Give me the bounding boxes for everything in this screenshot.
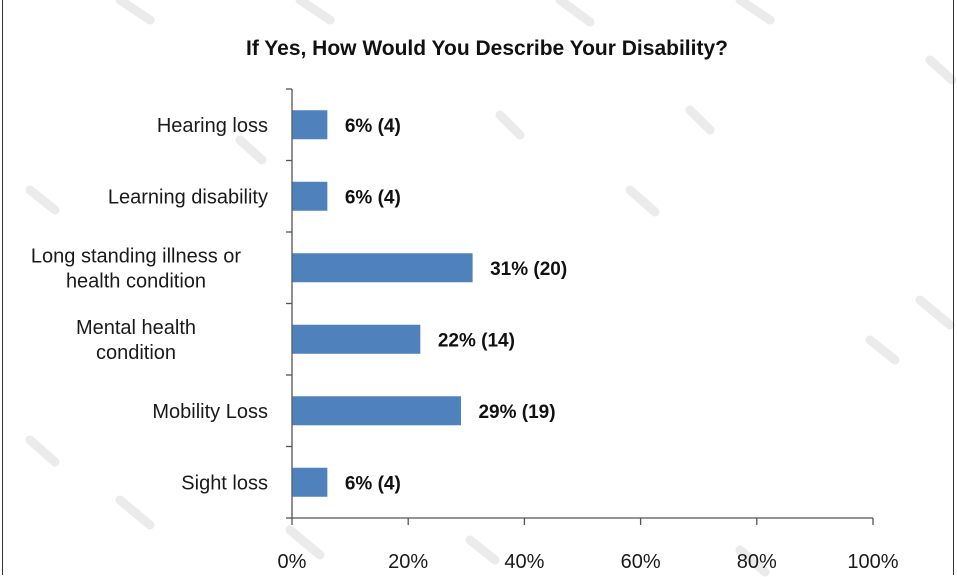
data-label: 29% (19) <box>478 402 555 423</box>
bar <box>292 324 421 354</box>
category-label: Mobility Loss <box>152 401 268 423</box>
background-stripe <box>25 435 60 467</box>
chart-title: If Yes, How Would You Describe Your Disa… <box>246 37 728 60</box>
background-stripe <box>495 110 525 140</box>
background-stripe <box>465 535 500 565</box>
background-stripe <box>295 0 335 25</box>
data-label: 22% (14) <box>438 330 515 351</box>
background-stripe <box>865 335 900 365</box>
background-stripe <box>625 185 660 217</box>
background-stripe <box>115 495 155 530</box>
bar <box>292 110 328 140</box>
x-tick-label: 0% <box>278 551 307 573</box>
category-label: Hearing loss <box>157 115 268 137</box>
bar <box>292 396 461 426</box>
background-stripe <box>735 0 775 25</box>
x-tick-label: 80% <box>737 551 777 573</box>
category-label: Long standing illness or health condition <box>31 245 241 292</box>
bar <box>292 253 473 283</box>
x-tick-label: 40% <box>504 551 544 573</box>
category-label: Mental health condition <box>76 317 196 364</box>
bar <box>292 467 328 497</box>
x-tick-label: 60% <box>621 551 661 573</box>
data-label: 31% (20) <box>490 259 567 280</box>
x-tick-label: 100% <box>847 551 898 573</box>
x-tick-label: 20% <box>388 551 428 573</box>
background-stripe <box>115 0 155 25</box>
background-stripe <box>925 55 957 85</box>
background-stripe <box>235 135 267 165</box>
category-label: Learning disability <box>108 186 268 208</box>
background-stripe <box>735 545 770 577</box>
background-stripe <box>555 0 595 27</box>
data-label: 6% (4) <box>345 116 401 137</box>
background-stripe <box>685 105 715 135</box>
category-label: Sight loss <box>181 472 268 494</box>
data-label: 6% (4) <box>345 473 401 494</box>
bar <box>292 181 328 211</box>
background-stripe <box>25 185 60 215</box>
background-stripe <box>915 295 955 330</box>
background-stripe <box>285 525 325 560</box>
data-label: 6% (4) <box>345 187 401 208</box>
